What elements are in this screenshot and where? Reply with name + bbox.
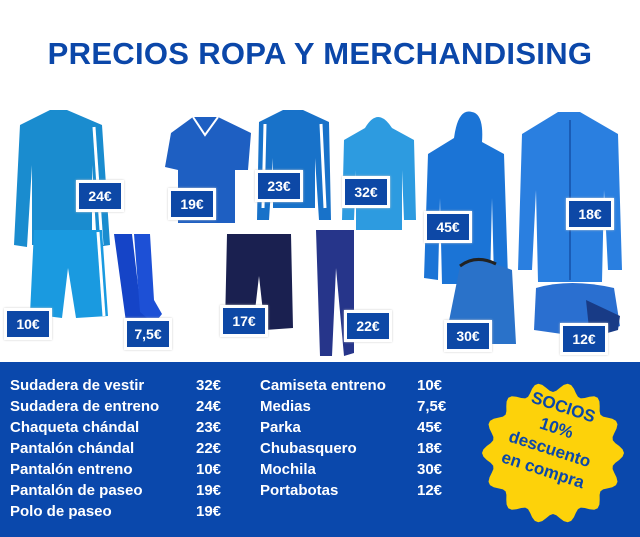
price-list-item-name: Sudadera de entreno bbox=[10, 398, 160, 415]
price-tag-polo: 19€ bbox=[168, 188, 216, 220]
socks-image bbox=[114, 234, 162, 328]
price-list-item-name: Portabotas bbox=[260, 482, 339, 499]
discount-badge bbox=[482, 383, 624, 523]
price-tag-parka: 45€ bbox=[424, 211, 472, 243]
price-list-item-name: Sudadera de vestir bbox=[10, 377, 145, 394]
price-tag-hoodie: 32€ bbox=[342, 176, 390, 208]
price-list-item-price: 22€ bbox=[196, 440, 222, 457]
price-list-item-price: 19€ bbox=[196, 482, 222, 499]
price-tag-rain-jacket: 18€ bbox=[566, 198, 614, 230]
price-list-item-price: 12€ bbox=[417, 482, 443, 499]
price-tag-sweatshirt: 24€ bbox=[76, 180, 124, 212]
page-title: PRECIOS ROPA Y MERCHANDISING bbox=[47, 36, 593, 71]
price-list-item-name: Parka bbox=[260, 419, 301, 436]
price-list-item-price: 32€ bbox=[196, 377, 222, 394]
price-tag-track-pants: 22€ bbox=[344, 310, 392, 342]
price-tag-socks: 7,5€ bbox=[124, 318, 172, 350]
price-tag-shorts: 10€ bbox=[4, 308, 52, 340]
price-list-item-name: Pantalón entreno bbox=[10, 461, 133, 478]
price-list-item-price: 18€ bbox=[417, 440, 443, 457]
hoodie-image bbox=[342, 117, 416, 230]
price-list-item-price: 19€ bbox=[196, 503, 222, 520]
price-list-item-name: Camiseta entreno bbox=[260, 377, 386, 394]
price-tag-boot-bag: 12€ bbox=[560, 323, 608, 355]
price-list-item-name: Mochila bbox=[260, 461, 316, 478]
price-list-item-price: 10€ bbox=[196, 461, 222, 478]
price-list-item-price: 45€ bbox=[417, 419, 443, 436]
price-list-item-price: 23€ bbox=[196, 419, 222, 436]
price-list-item-name: Medias bbox=[260, 398, 311, 415]
price-list-item-name: Chubasquero bbox=[260, 440, 357, 457]
price-tag-dark-shorts: 17€ bbox=[220, 305, 268, 337]
price-list-item-name: Pantalón de paseo bbox=[10, 482, 143, 499]
price-list-item-price: 7,5€ bbox=[417, 398, 447, 415]
price-list-item-name: Chaqueta chándal bbox=[10, 419, 140, 436]
shorts-image bbox=[30, 230, 108, 318]
price-list-item-price: 10€ bbox=[417, 377, 443, 394]
price-list-item-name: Pantalón chándal bbox=[10, 440, 135, 457]
price-list-item-name: Polo de paseo bbox=[10, 503, 112, 520]
price-tag-backpack: 30€ bbox=[444, 320, 492, 352]
price-list-item-price: 24€ bbox=[196, 398, 222, 415]
price-list-item-price: 30€ bbox=[417, 461, 443, 478]
track-jacket-image bbox=[257, 110, 331, 220]
price-tag-track-jacket: 23€ bbox=[255, 170, 303, 202]
